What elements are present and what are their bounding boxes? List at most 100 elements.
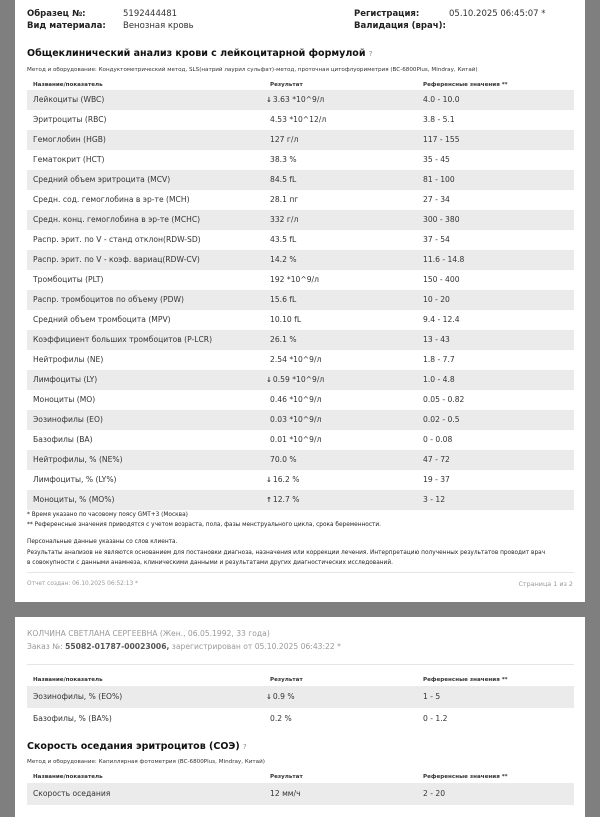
note-timezone: * Время указано по часовому поясу GMT+3 … <box>27 512 188 518</box>
result-cell: 26.1 % <box>270 335 297 344</box>
result-value: 0.9 % <box>272 692 295 701</box>
result-cell: 15.6 fL <box>270 295 296 304</box>
table-row: Лейкоциты (WBC) ↓3.63 *10^9/л 4.0 - 10.0 <box>27 90 574 110</box>
patient-info: КОЛЧИНА СВЕТЛАНА СЕРГЕЕВНА (Жен., 06.05.… <box>27 629 270 638</box>
result-cell: 0.03 *10^9/л <box>270 415 321 424</box>
reference-range: 47 - 72 <box>423 455 450 464</box>
table-row: Эритроциты (RBC) 4.53 *10^12/л 3.8 - 5.1 <box>27 110 574 130</box>
table-row: Нейтрофилы, % (NE%) 70.0 % 47 - 72 <box>27 450 574 470</box>
result-cell: 192 *10^9/л <box>270 275 319 284</box>
arrow-up-icon: ↑ <box>266 496 272 504</box>
test-name: Распр. тромбоцитов по объему (PDW) <box>33 295 184 304</box>
test-name: Гемоглобин (HGB) <box>33 135 106 144</box>
reference-range: 0 - 1.2 <box>423 714 448 723</box>
reference-range: 37 - 54 <box>423 235 450 244</box>
test-name: Распр. эрит. по V - коэф. вариац(RDW-CV) <box>33 255 200 264</box>
material-label: Вид материала: <box>27 21 106 31</box>
result-value: 3.63 *10^9/л <box>272 95 325 104</box>
arrow-down-icon: ↓ <box>266 376 272 384</box>
test-name: Средний объем эритроцита (MCV) <box>33 175 171 184</box>
table-row: Моноциты, % (MO%) ↑12.7 % 3 - 12 <box>27 490 574 510</box>
result-cell: 38.3 % <box>270 155 297 164</box>
result-value: 0.2 % <box>270 714 292 723</box>
result-cell: 127 г/л <box>270 135 298 144</box>
test-name: Гематокрит (HCT) <box>33 155 105 164</box>
table-row: Средний объем тромбоцита (MPV) 10.10 fL 9.… <box>27 310 574 330</box>
reference-range: 1.0 - 4.8 <box>423 375 455 384</box>
test-name: Коэффициент больших тромбоцитов (P-LCR) <box>33 335 213 344</box>
result-value: 28.1 пг <box>270 195 299 204</box>
result-value: 0.03 *10^9/л <box>270 415 322 424</box>
table-row: Тромбоциты (PLT) 192 *10^9/л 150 - 400 <box>27 270 574 290</box>
reference-range: 1.8 - 7.7 <box>423 355 455 364</box>
result-value: 4.53 *10^12/л <box>270 115 327 124</box>
result-value: 0.01 *10^9/л <box>270 435 322 444</box>
table-row: Моноциты (MO) 0.46 *10^9/л 0.05 - 0.82 <box>27 390 574 410</box>
result-cell: 12 мм/ч <box>270 789 301 798</box>
test-name: Эозинофилы, % (EO%) <box>33 692 123 701</box>
header-ref: Референсные значения ** <box>423 774 508 780</box>
table-row: Гематокрит (HCT) 38.3 % 35 - 45 <box>27 150 574 170</box>
reference-range: 0 - 0.08 <box>423 435 453 444</box>
header-name: Название/показатель <box>33 677 103 683</box>
reference-range: 3 - 12 <box>423 495 446 504</box>
reference-range: 3.8 - 5.1 <box>423 115 455 124</box>
result-value: 0.59 *10^9/л <box>272 375 325 384</box>
test-name: Средн. конц. гемоглобина в эр-те (MCHC) <box>33 215 201 224</box>
divider <box>27 664 574 665</box>
result-cell: 14.2 % <box>270 255 297 264</box>
table-row: Лимфоциты, % (LY%) ↓16.2 % 19 - 37 <box>27 470 574 490</box>
result-value: 70.0 % <box>270 455 297 464</box>
result-cell: ↑12.7 % <box>266 495 299 504</box>
result-value: 0.46 *10^9/л <box>270 395 322 404</box>
table-row: Коэффициент больших тромбоцитов (P-LCR) 2… <box>27 330 574 350</box>
report-created: Отчет создан: 06.10.2025 06:52:13 * <box>27 581 138 587</box>
header-name: Название/показатель <box>33 774 103 780</box>
table-header: Название/показатель Результат Референсны… <box>27 80 574 90</box>
order-number: 55082-01787-00023006, <box>65 642 170 651</box>
sample-label: Образец №: <box>27 9 86 19</box>
note-personal-data: Персональные данные указаны со слов клие… <box>27 539 178 545</box>
reference-range: 0.05 - 0.82 <box>423 395 465 404</box>
test-name: Лейкоциты (WBC) <box>33 95 105 104</box>
note-reference: ** Референсные значения приводятся с уче… <box>27 522 382 528</box>
test-name: Нейтрофилы (NE) <box>33 355 104 364</box>
result-cell: 0.01 *10^9/л <box>270 435 321 444</box>
reference-range: 1 - 5 <box>423 692 441 701</box>
result-value: 2.54 *10^9/л <box>270 355 322 364</box>
reference-range: 81 - 100 <box>423 175 455 184</box>
result-cell: 43.5 fL <box>270 235 296 244</box>
validation-label: Валидация (врач): <box>354 21 446 31</box>
reference-range: 35 - 45 <box>423 155 450 164</box>
sample-value: 5192444481 <box>123 9 178 19</box>
test-name: Распр. эрит. по V - станд отклон(RDW-SD) <box>33 235 201 244</box>
divider <box>27 572 574 573</box>
result-value: 12 мм/ч <box>270 789 301 798</box>
test-name: Эозинофилы (EO) <box>33 415 103 424</box>
result-cell: 0.2 % <box>270 714 292 723</box>
result-cell: ↓0.59 *10^9/л <box>266 375 324 384</box>
reference-range: 11.6 - 14.8 <box>423 255 465 264</box>
result-cell: 10.10 fL <box>270 315 301 324</box>
result-value: 16.2 % <box>272 475 300 484</box>
reference-range: 13 - 43 <box>423 335 450 344</box>
reference-range: 9.4 - 12.4 <box>423 315 460 324</box>
test-name: Тромбоциты (PLT) <box>33 275 104 284</box>
table-row: Гемоглобин (HGB) 127 г/л 117 - 155 <box>27 130 574 150</box>
header-ref: Референсные значения ** <box>423 82 508 88</box>
test-name: Базофилы, % (BA%) <box>33 714 112 723</box>
help-icon[interactable]: ? <box>368 50 373 58</box>
registration-label: Регистрация: <box>354 9 420 19</box>
test-name: Нейтрофилы, % (NE%) <box>33 455 123 464</box>
reference-range: 19 - 37 <box>423 475 450 484</box>
result-cell: 70.0 % <box>270 455 297 464</box>
result-value: 26.1 % <box>270 335 297 344</box>
help-icon[interactable]: ? <box>243 743 247 751</box>
order-prefix: Заказ №: <box>27 642 66 651</box>
result-cell: ↓0.9 % <box>266 692 295 701</box>
result-value: 10.10 fL <box>270 315 302 324</box>
table-row: Эозинофилы (EO) 0.03 *10^9/л 0.02 - 0.5 <box>27 410 574 430</box>
header-result: Результат <box>270 677 303 683</box>
reference-range: 300 - 380 <box>423 215 460 224</box>
note-disclaimer-1: Результаты анализов не являются основани… <box>27 550 546 556</box>
